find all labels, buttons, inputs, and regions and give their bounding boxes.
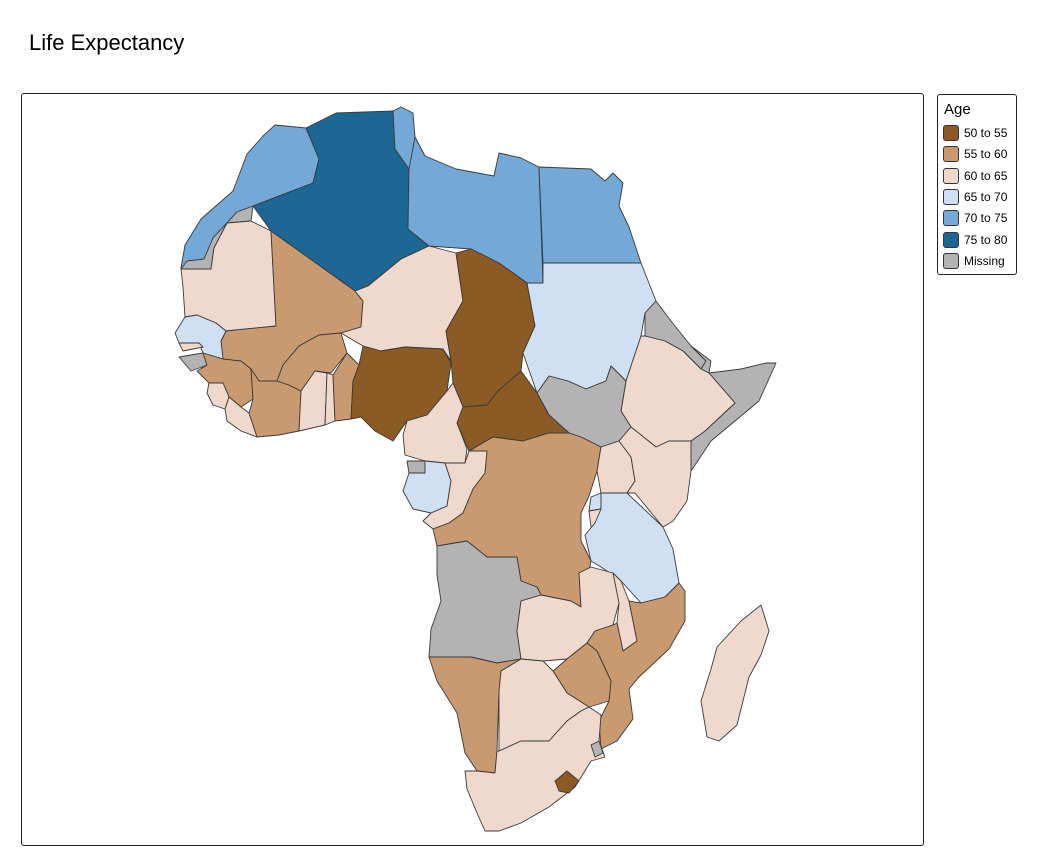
legend-swatch (943, 146, 959, 163)
legend-item-na: Missing (943, 252, 1005, 270)
legend-item-c65: 65 to 70 (943, 188, 1007, 206)
legend-swatch (943, 125, 959, 141)
map-legend: Age 50 to 55 55 to 60 60 to 65 65 to 70 70 t… (937, 94, 1017, 275)
map-panel (21, 93, 924, 846)
legend-item-c60: 60 to 65 (943, 167, 1007, 185)
country-mozambique (586, 582, 686, 750)
legend-label: 65 to 70 (964, 189, 1008, 204)
legend-swatch (943, 167, 959, 184)
legend-label: 70 to 75 (964, 211, 1008, 226)
country-lesotho (554, 770, 580, 794)
map-title: Life Expectancy (29, 30, 185, 55)
legend-title: Age (944, 101, 971, 118)
legend-swatch (943, 252, 959, 269)
legend-label: 60 to 65 (964, 168, 1008, 183)
legend-item-c55: 55 to 60 (943, 145, 1007, 163)
legend-label: 50 to 55 (964, 126, 1008, 140)
legend-label: 55 to 60 (964, 147, 1008, 162)
legend-swatch (943, 210, 959, 227)
legend-label: 75 to 80 (964, 232, 1008, 247)
country-south-africa (464, 706, 606, 832)
legend-item-c50: 50 to 55 (943, 124, 1007, 142)
africa-map (174, 106, 777, 832)
legend-item-c75: 75 to 80 (943, 231, 1007, 249)
legend-swatch (943, 188, 959, 205)
country-eswatini (590, 740, 604, 758)
legend-swatch (943, 231, 959, 248)
legend-label: Missing (964, 253, 1005, 268)
legend-item-c70: 70 to 75 (943, 209, 1007, 227)
country-egypt (538, 166, 642, 264)
country-kenya (618, 426, 692, 528)
country-tanzania (584, 492, 680, 604)
country-gambia (178, 342, 204, 352)
country-rwanda (588, 492, 602, 512)
country-madagascar (700, 604, 770, 742)
country-equatorial-guinea (406, 460, 426, 474)
